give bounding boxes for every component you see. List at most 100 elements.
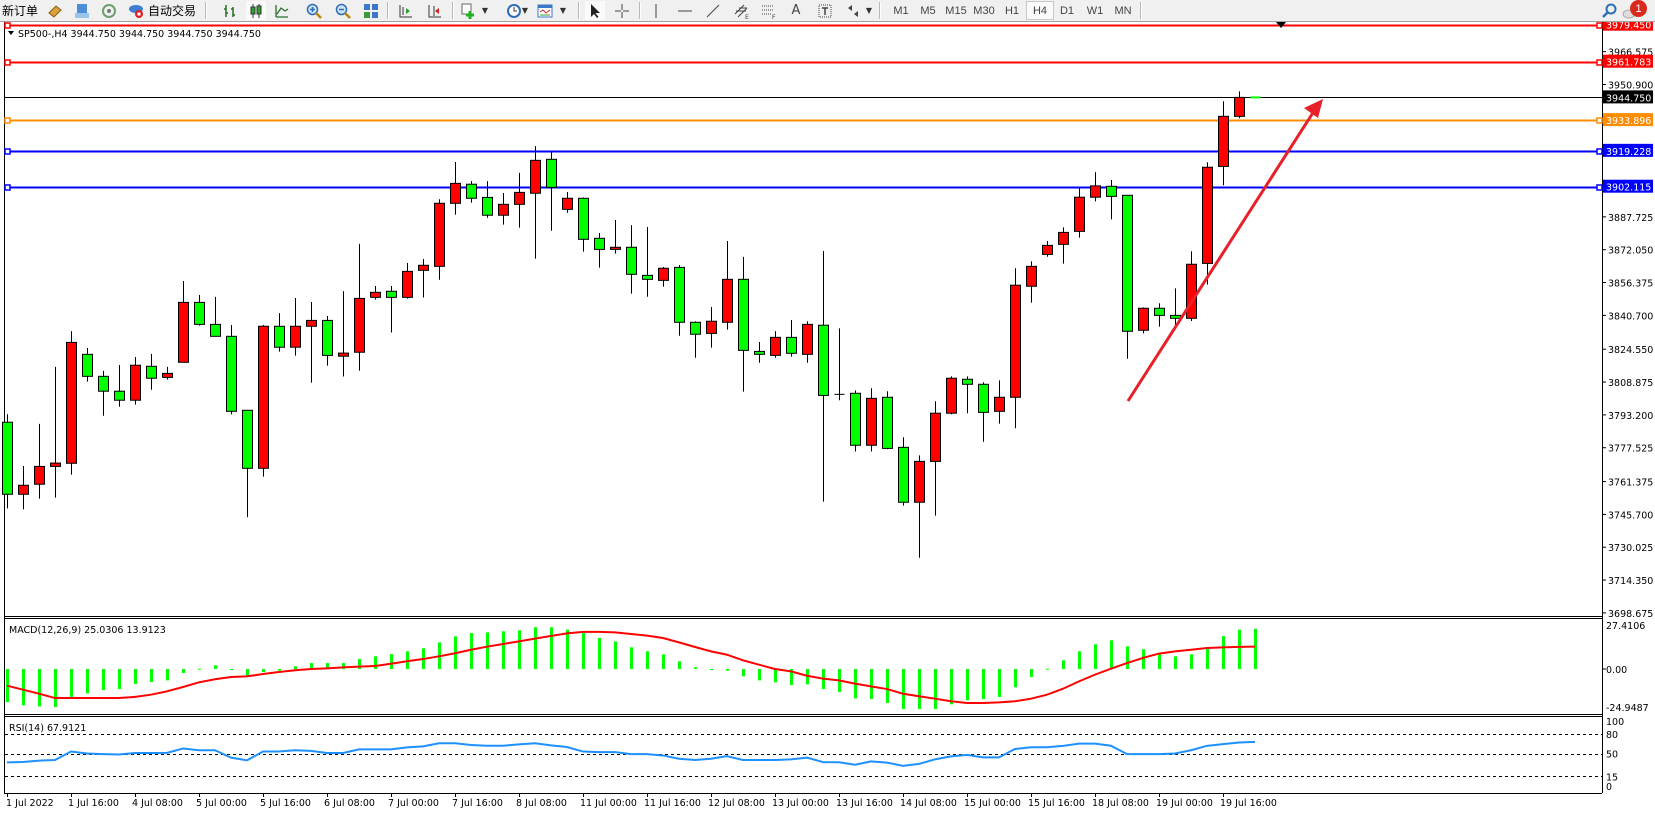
candle-body-up <box>434 202 445 267</box>
level-anchor-handle[interactable] <box>1596 59 1603 66</box>
period-h4-button[interactable]: H4 <box>1026 1 1054 20</box>
auto-scroll-icon[interactable] <box>395 1 415 20</box>
candle <box>402 262 413 299</box>
zoom-in-icon[interactable] <box>304 1 324 20</box>
chart-shift-icon[interactable] <box>424 1 444 20</box>
time-tick-label: 15 Jul 16:00 <box>1028 798 1085 809</box>
new-order-button[interactable]: 新订单 <box>1 4 38 18</box>
macd-histogram-bar <box>662 654 665 669</box>
candle-body-up <box>50 462 61 467</box>
time-tick-label: 6 Jul 08:00 <box>324 798 375 809</box>
macd-histogram-bar <box>902 669 905 709</box>
macd-histogram-bar <box>886 669 889 704</box>
trend-arrow-line[interactable] <box>1126 107 1318 402</box>
auto-trading-button[interactable]: 自动交易 <box>147 4 196 18</box>
period-m5-button[interactable]: M5 <box>920 4 936 17</box>
text-label-icon[interactable] <box>815 1 835 20</box>
candle-body-down <box>882 396 893 449</box>
macd-histogram-bar <box>998 669 1001 697</box>
level-price-label: 3902.115 <box>1606 183 1651 194</box>
equidistant-channel-icon[interactable]: E <box>732 1 752 20</box>
arrows-icon[interactable] <box>843 1 863 20</box>
trend-arrow[interactable] <box>1126 99 1323 402</box>
add-indicator-icon[interactable] <box>458 1 478 20</box>
cursor-icon[interactable] <box>585 1 605 20</box>
period-h1-button[interactable]: H1 <box>1004 4 1020 17</box>
toolbar: 新订单 自动交易 ▼ ▼ ▼ E F A ▼ M1 M5 M15 M30 H1 H4 D1 W… <box>0 0 1655 22</box>
candle <box>1202 162 1213 285</box>
candlestick-icon[interactable] <box>246 1 266 20</box>
horizontal-line-icon[interactable] <box>675 1 695 20</box>
candle <box>290 297 301 356</box>
macd-histogram-bar <box>1222 636 1225 669</box>
period-w1-button[interactable]: W1 <box>1086 4 1104 17</box>
price-tick-label: 3856.375 <box>1608 279 1653 290</box>
templates-icon[interactable] <box>535 1 555 20</box>
macd-histogram-bar <box>1030 669 1033 678</box>
market-watch-icon[interactable] <box>46 1 64 20</box>
candle-body-up <box>1090 185 1101 198</box>
candle-body-down <box>466 183 477 199</box>
level-anchor-handle[interactable] <box>4 184 11 191</box>
period-m15-button[interactable]: M15 <box>945 4 967 17</box>
current-price-label: 3944.750 <box>1606 93 1651 104</box>
candle-body-down <box>818 324 829 396</box>
candle-body-down <box>1106 185 1117 197</box>
level-anchor-handle[interactable] <box>4 117 11 124</box>
macd-histogram-bar <box>70 669 73 697</box>
tile-windows-icon[interactable] <box>361 1 381 20</box>
crosshair-icon[interactable] <box>612 1 632 20</box>
level-anchor-handle[interactable] <box>4 148 11 155</box>
macd-histogram-bar <box>374 656 377 669</box>
templates-dropdown-icon[interactable]: ▼ <box>559 6 567 15</box>
time-tick-label: 7 Jul 16:00 <box>452 798 503 809</box>
macd-histogram-bar <box>710 669 713 670</box>
search-icon[interactable] <box>1600 1 1618 20</box>
auto-trading-icon[interactable] <box>127 1 145 20</box>
period-d1-button[interactable]: D1 <box>1059 4 1075 17</box>
level-anchor-handle[interactable] <box>1596 148 1603 155</box>
level-anchor-handle[interactable] <box>4 22 11 29</box>
period-mn-button[interactable]: MN <box>1114 4 1132 17</box>
candle-body-up <box>1202 166 1213 264</box>
candle-body-down <box>578 197 589 240</box>
add-indicator-dropdown-icon[interactable]: ▼ <box>481 6 489 15</box>
rsi-axis-label: 15 <box>1606 772 1618 783</box>
notification-count-badge[interactable]: 1 <box>1630 0 1647 17</box>
candle <box>850 390 861 452</box>
current-price-label-box <box>1603 90 1653 104</box>
level-anchor-handle[interactable] <box>4 59 11 66</box>
trendline-icon[interactable] <box>703 1 723 20</box>
level-anchor-handle[interactable] <box>1596 117 1603 124</box>
candle <box>66 331 77 475</box>
level-price-label-box <box>1603 179 1653 193</box>
bar-chart-icon[interactable] <box>220 1 240 20</box>
rsi-axis-label: 100 <box>1606 717 1624 728</box>
fibonacci-icon[interactable]: F <box>759 1 779 20</box>
vertical-line-icon[interactable] <box>646 1 666 20</box>
zoom-out-icon[interactable] <box>333 1 353 20</box>
candle <box>306 301 317 383</box>
arrows-dropdown-icon[interactable]: ▼ <box>865 6 873 15</box>
macd-histogram-bar <box>790 669 793 686</box>
signals-icon[interactable] <box>100 1 118 20</box>
price-tick-label: 3840.700 <box>1608 311 1653 322</box>
period-m30-button[interactable]: M30 <box>973 4 995 17</box>
candle-body-up <box>1234 96 1245 117</box>
chart-shift-marker-icon[interactable] <box>1276 22 1286 28</box>
terminal-icon[interactable] <box>73 1 91 20</box>
periods-dropdown-icon[interactable]: ▼ <box>521 6 529 15</box>
time-tick-label: 13 Jul 16:00 <box>836 798 893 809</box>
candlestick-series <box>2 91 1261 558</box>
svg-text:F: F <box>772 14 776 19</box>
candle <box>162 366 173 380</box>
text-icon[interactable]: A <box>791 3 801 18</box>
period-m1-button[interactable]: M1 <box>893 4 909 17</box>
price-tick-label: 3966.575 <box>1608 48 1653 59</box>
symbol-menu-triangle-icon[interactable] <box>8 31 14 35</box>
level-anchor-handle[interactable] <box>1596 22 1603 29</box>
line-chart-icon[interactable] <box>272 1 292 20</box>
level-anchor-handle[interactable] <box>1596 184 1603 191</box>
periods-clock-icon[interactable] <box>504 1 524 20</box>
